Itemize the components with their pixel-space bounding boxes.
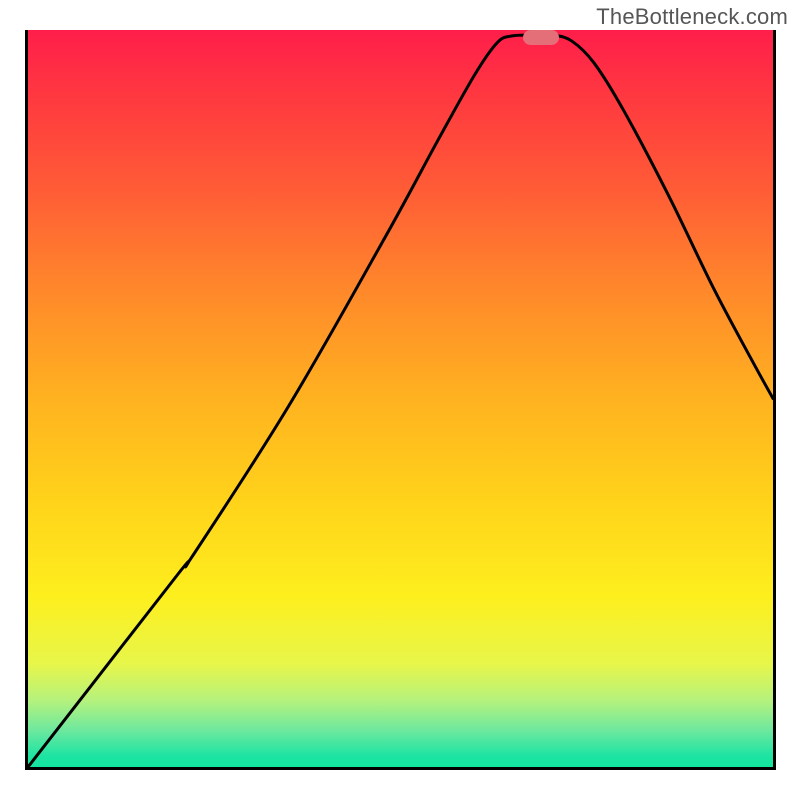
- chart-plot-area: [28, 30, 773, 767]
- optimum-marker-pill: [523, 30, 559, 45]
- optimum-marker: [523, 30, 773, 767]
- watermark-text: TheBottleneck.com: [596, 4, 788, 30]
